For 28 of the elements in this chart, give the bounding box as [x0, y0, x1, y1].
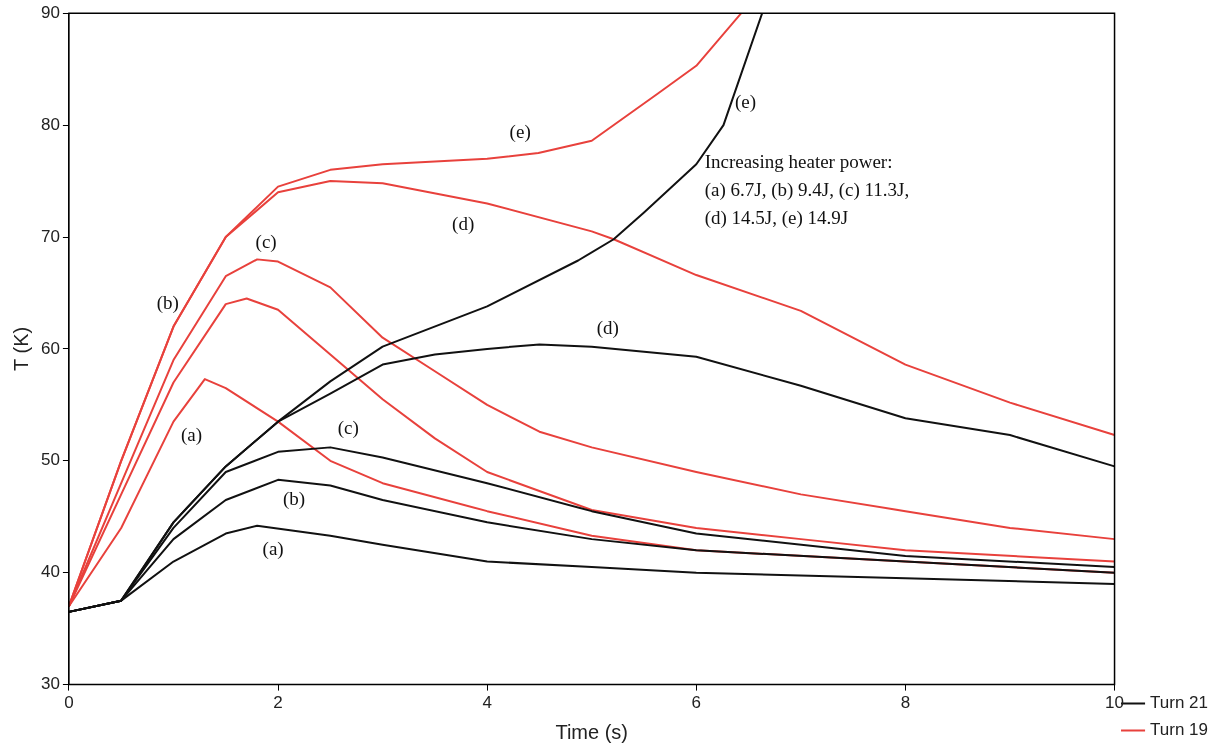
- x-tick-label: 10: [1105, 693, 1124, 713]
- annotation: (e): [509, 120, 531, 143]
- annotation: (c): [255, 231, 277, 254]
- y-tick-label: 50: [40, 450, 60, 470]
- y-tick-label: 80: [40, 114, 60, 134]
- y-tick-label: 60: [40, 338, 60, 358]
- annotation: (e): [734, 91, 757, 114]
- y-axis-title: T (K): [9, 326, 32, 371]
- legend-label: Turn 19: [1150, 720, 1209, 740]
- x-axis-title: Time (s): [555, 720, 629, 743]
- y-tick-label: 30: [40, 674, 60, 694]
- x-tick-label: 4: [482, 693, 492, 713]
- x-tick-label: 2: [273, 693, 283, 713]
- x-tick-label: 0: [64, 693, 74, 713]
- legend-label: Turn 21: [1150, 693, 1209, 713]
- annotation: (b): [282, 487, 306, 510]
- annotation: (d): [596, 316, 619, 339]
- y-tick-label: 90: [40, 2, 60, 22]
- annotation: (a): [262, 537, 284, 560]
- y-tick-label: 70: [40, 226, 60, 246]
- annotation: (c): [337, 417, 359, 440]
- annotation: (b): [156, 292, 179, 315]
- annotation: (a): [180, 423, 203, 446]
- x-tick-label: 8: [900, 693, 911, 713]
- x-tick-label: 6: [691, 693, 702, 713]
- y-tick-label: 40: [40, 562, 60, 582]
- annotation: (d): [452, 213, 475, 236]
- annotation: Increasing heater power: (a) 6.7J, (b) 9.4J, (c) 11.3J, (d) 14.5J, (e) 14.9J: [704, 150, 910, 229]
